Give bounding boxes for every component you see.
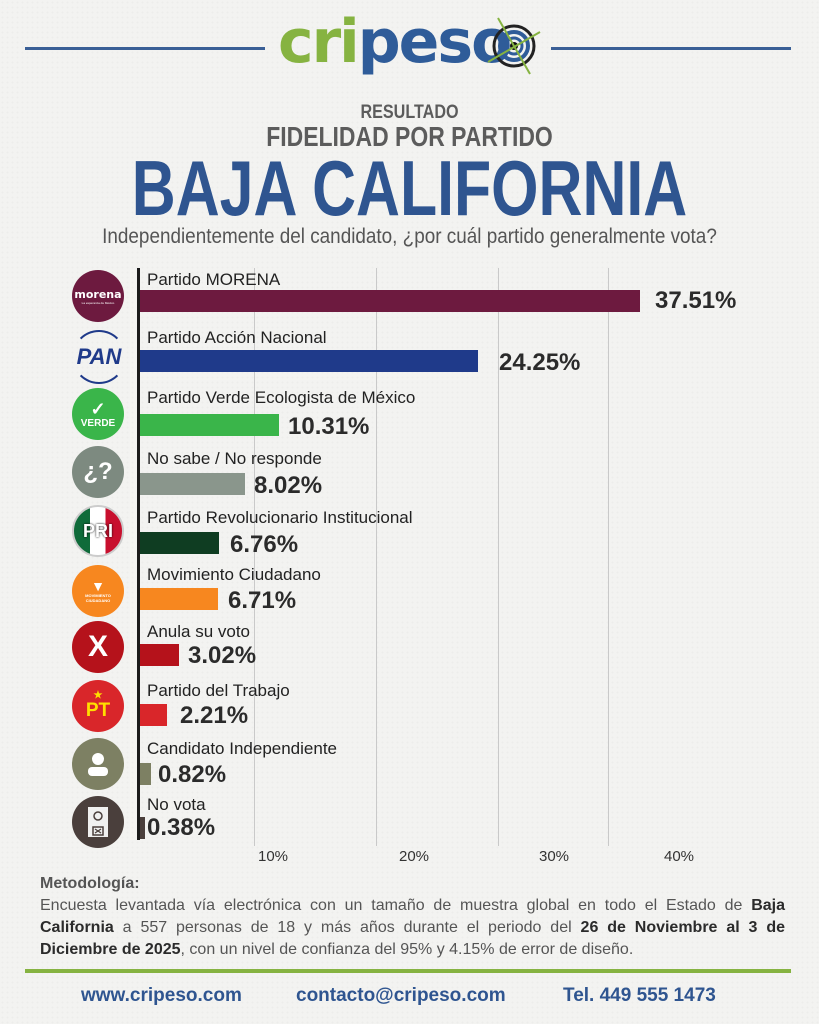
morena-logo-subtext: La esperanza de México: [81, 300, 115, 305]
question-icon-text: ¿?: [83, 458, 113, 485]
bar-value: 0.82%: [158, 761, 227, 788]
logo-text-green: cri: [278, 7, 360, 77]
bar-label: Movimiento Ciudadano: [147, 565, 321, 584]
methodology-dates: 26 de Noviembre al 3 de Diciembre de 202…: [40, 919, 785, 958]
x-tick-30: 30%: [538, 848, 570, 865]
x-mark-icon: X: [72, 621, 124, 673]
ballot-icon: [72, 796, 124, 848]
x-mark-text: X: [87, 630, 108, 663]
bar-morena: [140, 290, 640, 312]
chart-row-no-vota: No vota 0.38%: [0, 795, 819, 853]
star-icon: ★: [93, 690, 103, 701]
morena-logo-icon: morena La esperanza de México: [72, 270, 124, 322]
bar-value: 10.31%: [288, 413, 370, 440]
page-title: BAJA CALIFORNIA: [131, 144, 688, 232]
cripeso-logo: cripeso: [278, 7, 541, 88]
pri-logo-text: PRI: [82, 520, 113, 541]
morena-logo-text: morena: [74, 287, 122, 301]
person-icon: [72, 738, 124, 790]
bar-independiente: [140, 763, 151, 785]
pan-logo-text: PAN: [76, 344, 122, 369]
verde-v-mark: ✓: [90, 398, 106, 419]
methodology-text-2: a 557 personas de 18 y más años durante …: [113, 919, 581, 936]
gridline-30: [498, 268, 499, 846]
ballot-glyph: [88, 807, 108, 837]
gridline-40: [608, 268, 609, 846]
methodology-text-3: , con un nivel de confianza del 95% y 4.…: [180, 941, 634, 958]
chart-row-mc: ▼ MOVIMIENTO CIUDADANO Movimiento Ciudad…: [0, 563, 819, 621]
logo-text-blue: peso: [357, 7, 513, 77]
x-tick-40: 40%: [663, 848, 695, 865]
bar-label: Partido Revolucionario Institucional: [147, 508, 413, 527]
bar-label: Anula su voto: [147, 622, 251, 641]
bar-value: 6.71%: [228, 587, 297, 614]
pri-logo-icon: PRI: [72, 505, 124, 557]
chart-row-no-sabe: ¿? No sabe / No responde 8.02%: [0, 446, 819, 504]
header-line-right: [551, 47, 791, 50]
chart-row-verde: ✓ VERDE Partido Verde Ecologista de Méxi…: [0, 386, 819, 444]
gridline-20: [376, 268, 377, 846]
question: Independientemente del candidato, ¿por c…: [102, 225, 717, 248]
chart-row-pri: PRI Partido Revolucionario Institucional…: [0, 505, 819, 563]
bar-value: 8.02%: [254, 472, 323, 499]
bar-label: Partido del Trabajo: [147, 681, 290, 700]
bar-label: Partido MORENA: [147, 270, 281, 289]
footer-divider: [25, 969, 791, 973]
chart-row-pt: ★ PT Partido del Trabajo 2.21%: [0, 679, 819, 737]
bar-mc: [140, 588, 218, 610]
bar-anula: [140, 644, 179, 666]
mc-logo-text: MOVIMIENTO CIUDADANO: [85, 593, 111, 603]
chart-row-pan: PAN Partido Acción Nacional 24.25%: [0, 327, 819, 385]
bar-value: 2.21%: [180, 702, 249, 729]
bar-label: Partido Acción Nacional: [147, 328, 327, 347]
kicker: RESULTADO: [360, 102, 459, 123]
question-icon: ¿?: [72, 446, 124, 498]
methodology: Metodología: Encuesta levantada vía elec…: [40, 873, 785, 961]
bar-value: 3.02%: [188, 642, 257, 669]
bar-label: Candidato Independiente: [147, 739, 337, 758]
bar-label: Partido Verde Ecologista de México: [147, 388, 416, 407]
bar-pri: [140, 532, 219, 554]
bar-pan: [140, 350, 478, 372]
bar-value: 24.25%: [499, 349, 581, 376]
methodology-text-1: Encuesta levantada vía electrónica con u…: [40, 897, 752, 914]
person-glyph: [88, 753, 108, 776]
methodology-title: Metodología:: [40, 875, 140, 892]
bar-label: No sabe / No responde: [147, 449, 322, 468]
footer-phone[interactable]: Tel. 449 555 1473: [563, 985, 716, 1006]
bar-label: No vota: [147, 795, 206, 814]
verde-logo-text: VERDE: [80, 417, 116, 429]
subtitle: FIDELIDAD POR PARTIDO: [266, 121, 553, 152]
footer-website-link[interactable]: www.cripeso.com: [81, 985, 242, 1006]
pt-logo-text: PT: [85, 700, 111, 721]
y-axis: [137, 268, 140, 840]
verde-logo-icon: ✓ VERDE: [72, 388, 124, 440]
bar-pt: [140, 704, 167, 726]
gridline-10: [254, 268, 255, 846]
bar-no-vota: [140, 817, 145, 839]
mc-logo-icon: ▼ MOVIMIENTO CIUDADANO: [72, 565, 124, 617]
header-line-left: [25, 47, 265, 50]
x-tick-10: 10%: [257, 848, 289, 865]
bar-value: 37.51%: [655, 287, 737, 314]
x-tick-20: 20%: [398, 848, 430, 865]
bar-verde: [140, 414, 279, 436]
methodology-state: Baja California: [40, 897, 785, 936]
pt-logo-icon: ★ PT: [72, 680, 124, 732]
footer-email-link[interactable]: contacto@cripeso.com: [296, 985, 506, 1006]
eagle-glyph: ▼: [91, 578, 105, 594]
methodology-text: Encuesta levantada vía electrónica con u…: [40, 895, 785, 961]
bar-value: 0.38%: [147, 814, 216, 841]
chart-row-morena: morena La esperanza de México Partido MO…: [0, 268, 819, 326]
bar-no-sabe: [140, 473, 245, 495]
bar-value: 6.76%: [230, 531, 299, 558]
chart-row-anula: X Anula su voto 3.02%: [0, 620, 819, 678]
chart-row-independiente: Candidato Independiente 0.82%: [0, 737, 819, 795]
pan-logo-icon: PAN: [72, 330, 126, 384]
target-crosshair-icon: [487, 17, 541, 75]
